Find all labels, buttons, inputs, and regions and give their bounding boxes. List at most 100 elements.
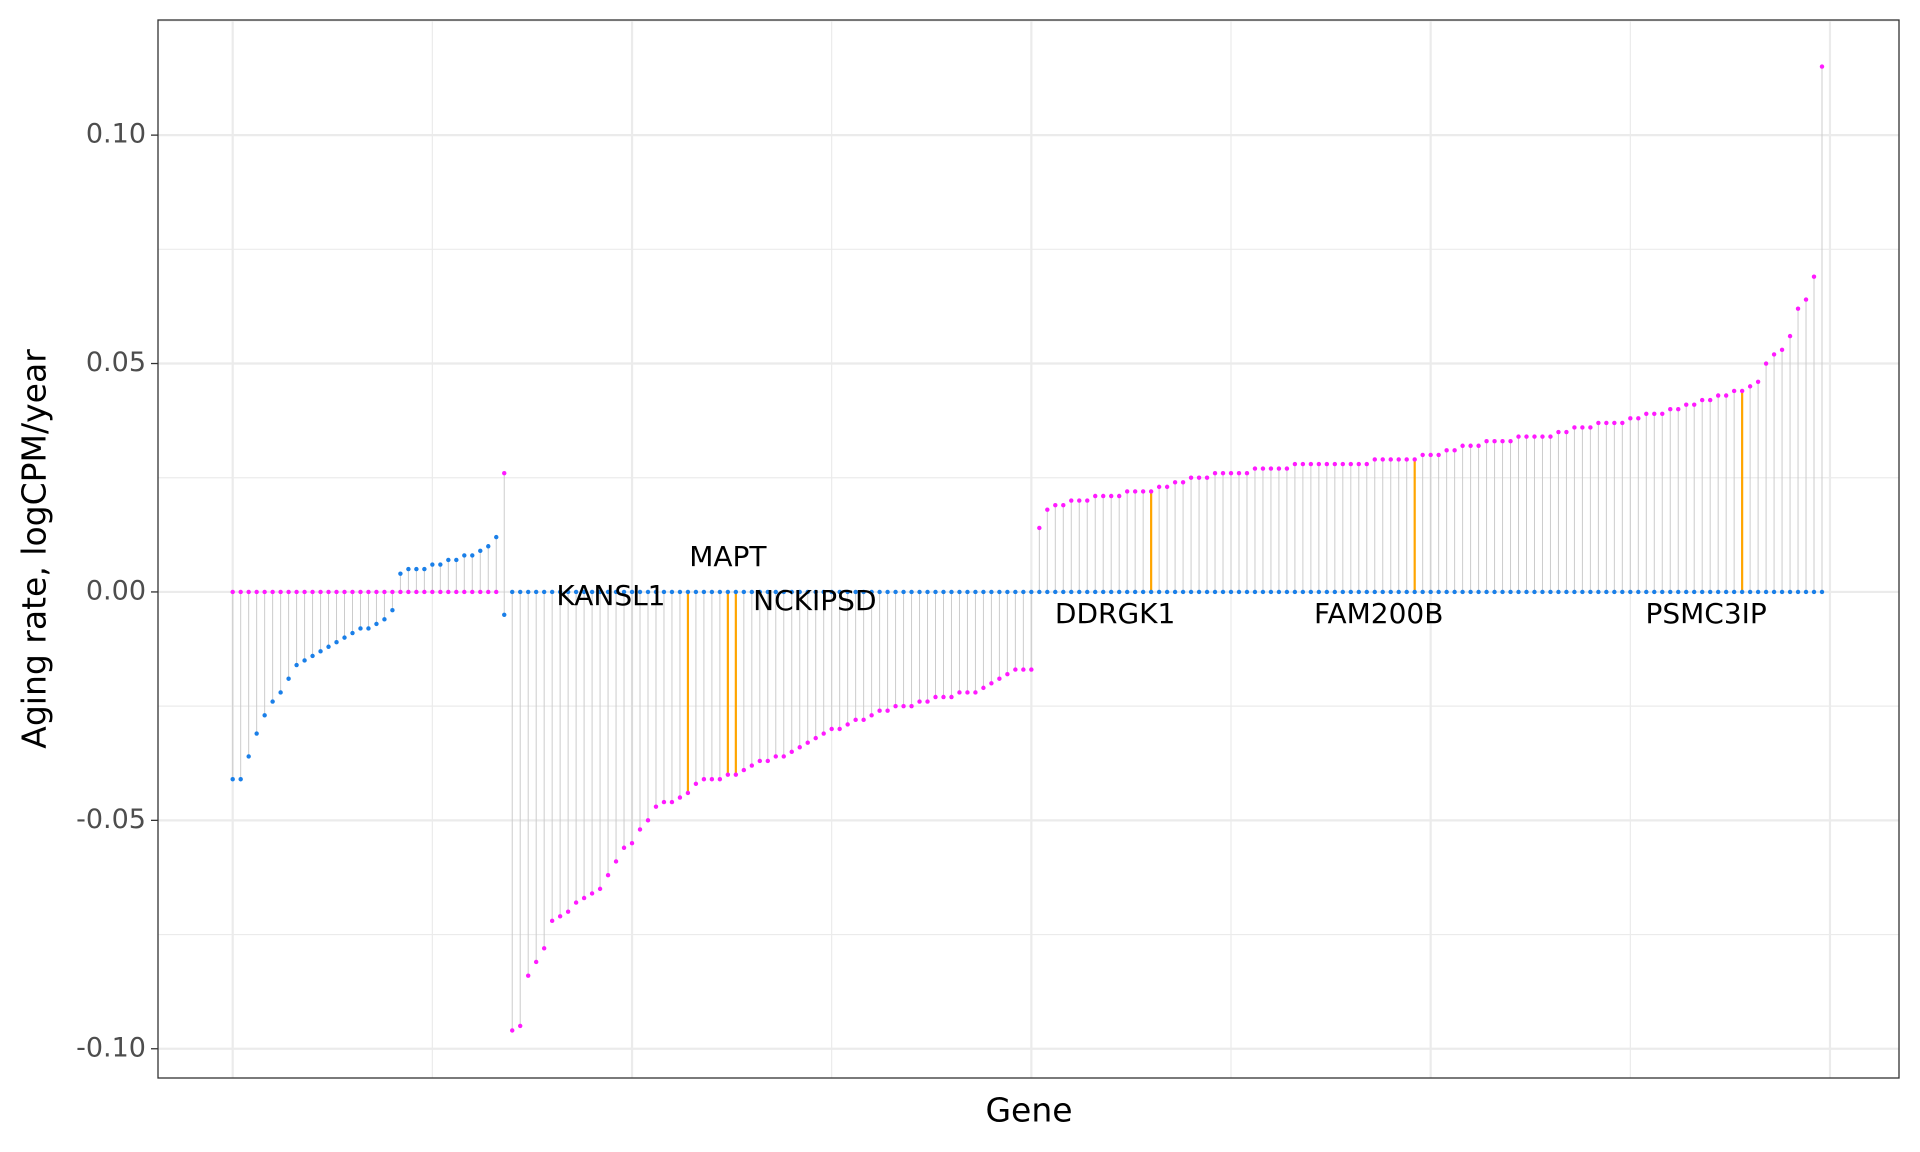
point [741, 589, 747, 595]
point [637, 827, 643, 832]
point [829, 726, 834, 732]
point [1021, 589, 1026, 595]
y-tick-label: 0.10 [86, 119, 146, 150]
point [1572, 425, 1577, 430]
point [342, 589, 347, 595]
point [446, 589, 451, 595]
point [1116, 493, 1122, 499]
point [661, 589, 667, 595]
point [629, 589, 635, 595]
point [725, 772, 731, 777]
point [510, 1028, 515, 1033]
point [1101, 589, 1106, 595]
point [390, 589, 395, 595]
point [1284, 589, 1290, 595]
point [1500, 589, 1505, 595]
point [1412, 457, 1417, 462]
point [1300, 589, 1306, 595]
point [1404, 589, 1409, 595]
point [1747, 589, 1753, 595]
point [1332, 461, 1338, 467]
point [230, 777, 235, 782]
point [382, 589, 387, 595]
point [1093, 493, 1098, 499]
point [677, 795, 683, 800]
point [502, 612, 507, 617]
point [957, 589, 962, 595]
point [1636, 589, 1641, 595]
point [1460, 589, 1465, 595]
point [989, 681, 994, 686]
point [1436, 452, 1441, 458]
point [605, 872, 611, 878]
point [478, 589, 483, 595]
point [717, 777, 723, 782]
point [789, 589, 794, 595]
point [1164, 484, 1170, 490]
point [414, 589, 419, 595]
point [1707, 589, 1713, 595]
gene-label: NCKIPSD [753, 584, 876, 617]
point [486, 544, 491, 549]
point [749, 763, 755, 768]
point [1819, 64, 1825, 69]
point [917, 699, 922, 704]
point [1508, 438, 1513, 444]
point [1021, 667, 1026, 672]
point [965, 690, 970, 695]
point [1596, 420, 1601, 426]
point [549, 589, 555, 595]
point [1188, 475, 1194, 480]
point [1356, 589, 1361, 595]
point [973, 589, 978, 595]
point [1380, 589, 1385, 595]
point [925, 699, 930, 704]
point [1212, 470, 1218, 476]
point [1548, 434, 1553, 439]
point [1428, 589, 1433, 595]
point [1452, 448, 1457, 453]
point [1260, 466, 1266, 471]
point [837, 726, 842, 732]
point [358, 626, 363, 631]
point [1085, 589, 1090, 595]
point [1029, 667, 1034, 672]
point [1037, 589, 1042, 595]
point [478, 548, 483, 554]
point [254, 589, 259, 595]
point [1412, 589, 1417, 595]
point [422, 589, 427, 595]
point [1588, 425, 1593, 430]
point [1604, 589, 1609, 595]
point [597, 589, 603, 595]
point [438, 589, 443, 595]
point [1053, 589, 1058, 595]
point [1101, 493, 1106, 499]
point [1692, 589, 1697, 595]
point [302, 589, 307, 595]
point [318, 589, 323, 595]
point [701, 777, 707, 782]
marks [230, 64, 1825, 1033]
point [909, 589, 914, 595]
point [1172, 480, 1178, 485]
point [1045, 589, 1050, 595]
point [693, 781, 699, 787]
point [877, 708, 882, 713]
point [1061, 589, 1066, 595]
point [1444, 589, 1449, 595]
point [1156, 589, 1162, 595]
point [701, 589, 707, 595]
point [1580, 589, 1585, 595]
point [1723, 589, 1729, 595]
point [621, 845, 627, 850]
point [733, 772, 739, 777]
point [334, 589, 339, 595]
point [1452, 589, 1457, 595]
point [893, 703, 898, 709]
point [406, 589, 411, 595]
point [1628, 416, 1633, 421]
point [382, 617, 387, 622]
point [821, 731, 826, 736]
point [565, 909, 571, 914]
